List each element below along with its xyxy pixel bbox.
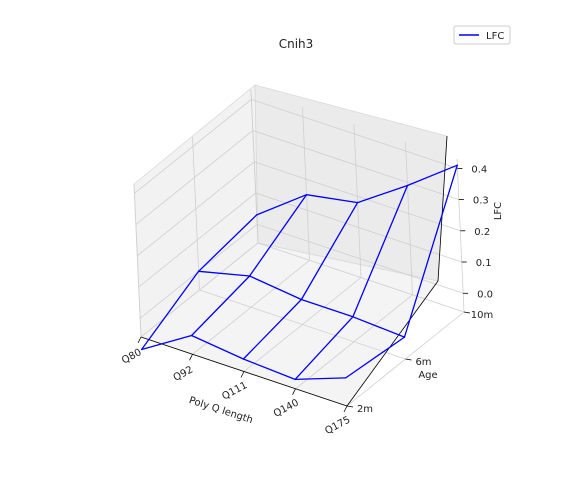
wireframe	[140, 164, 458, 381]
grid-line-y	[199, 289, 406, 360]
grid-line-y	[133, 183, 142, 338]
z-tick-label: 0.4	[471, 164, 487, 175]
z-tick-label: 0.0	[477, 289, 493, 300]
z-tick-label: 0.2	[474, 227, 490, 238]
x-tick	[292, 388, 296, 395]
z-tick-label: 0.1	[476, 258, 492, 269]
y-axis-label: Age	[418, 370, 437, 381]
y-axis-line	[346, 280, 439, 407]
grid-line-z	[252, 130, 460, 200]
y-tick-label: 10m	[471, 310, 493, 321]
grid-line-x	[302, 107, 310, 261]
wire-segment-length	[190, 275, 251, 337]
grid-line-x	[456, 158, 465, 313]
wire-segment-age	[242, 358, 296, 381]
wire-segment-age	[294, 377, 347, 381]
wire-segment-length	[248, 194, 308, 277]
axis-ticks	[137, 167, 471, 413]
chart-title: Cnih3	[279, 37, 314, 51]
legend-box	[453, 25, 511, 45]
series-lfc	[140, 164, 458, 381]
grid-line-y	[257, 242, 465, 313]
wire-segment-age	[190, 334, 245, 360]
x-tick	[137, 336, 142, 344]
wire-segment-age	[356, 184, 409, 204]
wire-segment-age	[406, 164, 458, 187]
x-axis-label: Poly Q length	[187, 395, 254, 426]
y-tick	[463, 311, 471, 314]
wire-segment-length	[352, 184, 409, 318]
grid-line-z	[251, 99, 458, 169]
y-tick-label: 2m	[357, 404, 373, 415]
grid-line-z	[134, 99, 252, 194]
wire-segment-length	[140, 270, 200, 351]
grid-line-y	[192, 136, 200, 291]
grid-line-z	[255, 192, 462, 263]
grid-line-z	[138, 192, 256, 288]
y-tick	[346, 405, 354, 408]
x-tick-label: Q175	[323, 415, 352, 437]
wire-segment-age	[352, 316, 406, 338]
z-axis-label: LFC	[493, 202, 504, 220]
grid-line-y	[250, 89, 259, 244]
x-tick-label: Q80	[120, 347, 143, 366]
wire-segment-age	[256, 194, 308, 216]
grid-line-z	[254, 161, 461, 232]
grid-line-z	[137, 161, 255, 257]
x-tick-label: Q111	[220, 380, 249, 402]
x-tick	[343, 405, 348, 413]
z-axis-line	[437, 135, 448, 282]
wire-segment-length	[345, 336, 406, 379]
x-tick	[240, 371, 245, 378]
x-tick	[189, 354, 193, 361]
wire-segment-length	[197, 214, 258, 272]
wire-segment-length	[403, 164, 458, 338]
wire-segment-age	[197, 270, 251, 277]
legend-label-lfc: LFC	[486, 31, 504, 42]
wire-segment-age	[305, 194, 359, 204]
x-tick-label: Q140	[272, 397, 301, 419]
wire-segment-age	[140, 334, 193, 351]
wire-segment-age	[248, 275, 303, 301]
grid-line-x	[405, 141, 413, 295]
wire-segment-length	[294, 316, 354, 381]
grid-line-x	[353, 124, 362, 278]
z-tick-label: 0.3	[473, 196, 489, 207]
grid-line-z	[135, 130, 254, 225]
y-tick-label: 6m	[415, 357, 431, 368]
grid-line-z	[256, 223, 464, 294]
y-tick	[405, 358, 412, 361]
x-tick-label: Q92	[172, 364, 195, 383]
legend: LFC	[453, 25, 511, 45]
wire-segment-age	[300, 298, 354, 318]
wire-segment-length	[242, 298, 303, 360]
wire-segment-length	[300, 201, 359, 301]
